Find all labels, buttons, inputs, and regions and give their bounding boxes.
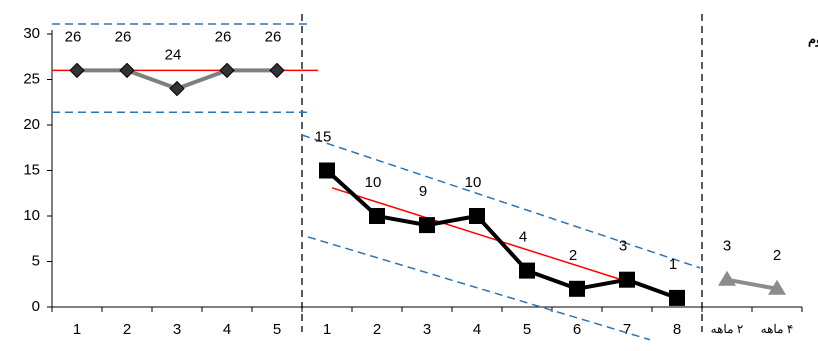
x-tick-label: 5 xyxy=(273,321,281,338)
point xyxy=(419,217,435,234)
point xyxy=(519,262,535,279)
y-tick-label: 25 xyxy=(23,70,40,87)
x-tick-label: ۲ ماهه xyxy=(711,322,744,336)
point xyxy=(569,280,585,297)
point xyxy=(369,208,385,224)
y-tick-label: 0 xyxy=(32,298,40,315)
point xyxy=(69,62,85,79)
data-label: 4 xyxy=(519,229,527,246)
x-tick-label: 2 xyxy=(373,321,381,338)
point xyxy=(219,62,235,79)
data-label: 10 xyxy=(365,174,382,191)
y-tick-label: 15 xyxy=(23,161,40,178)
data-label: 26 xyxy=(65,28,82,45)
x-tick-label: 3 xyxy=(423,321,431,338)
y-tick-label: 20 xyxy=(23,116,40,133)
x-tick-label: 3 xyxy=(173,321,181,338)
data-label: 26 xyxy=(115,28,132,45)
x-tick-label: 2 xyxy=(123,321,131,338)
chart-title: مراجع دوم xyxy=(808,31,818,47)
point xyxy=(119,62,135,79)
series-line xyxy=(726,277,778,291)
x-tick-label: 4 xyxy=(473,321,481,338)
point xyxy=(469,208,485,224)
point xyxy=(669,289,685,306)
point xyxy=(768,279,786,295)
data-label: 24 xyxy=(165,47,182,64)
trend-line xyxy=(301,134,701,269)
trend-line xyxy=(307,236,651,341)
x-tick-label: 1 xyxy=(323,321,331,338)
y-tick-label: 10 xyxy=(23,207,40,224)
data-label: 3 xyxy=(723,238,731,255)
y-tick-label: 30 xyxy=(23,25,40,42)
point xyxy=(269,62,285,79)
data-label: 26 xyxy=(265,28,282,45)
series-line xyxy=(325,169,678,300)
data-label: 2 xyxy=(569,247,577,264)
data-label: 3 xyxy=(619,238,627,255)
data-label: 9 xyxy=(419,183,427,200)
x-tick-label: 1 xyxy=(73,321,81,338)
trend-line xyxy=(331,187,677,298)
data-label: 15 xyxy=(315,128,332,145)
x-tick-label: ۴ ماهه xyxy=(761,322,794,336)
point xyxy=(619,271,635,288)
y-tick-label: 5 xyxy=(32,252,40,269)
x-tick-label: 4 xyxy=(223,321,231,338)
x-tick-label: 7 xyxy=(623,321,631,338)
data-label: 1 xyxy=(669,256,677,273)
data-label: 10 xyxy=(465,174,482,191)
x-tick-label: 6 xyxy=(573,321,581,338)
x-tick-label: 8 xyxy=(673,321,681,338)
point xyxy=(718,270,736,286)
data-label: 2 xyxy=(773,247,781,264)
x-tick-label: 5 xyxy=(523,321,531,338)
point xyxy=(169,80,185,97)
data-label: 26 xyxy=(215,28,232,45)
point xyxy=(319,162,335,179)
